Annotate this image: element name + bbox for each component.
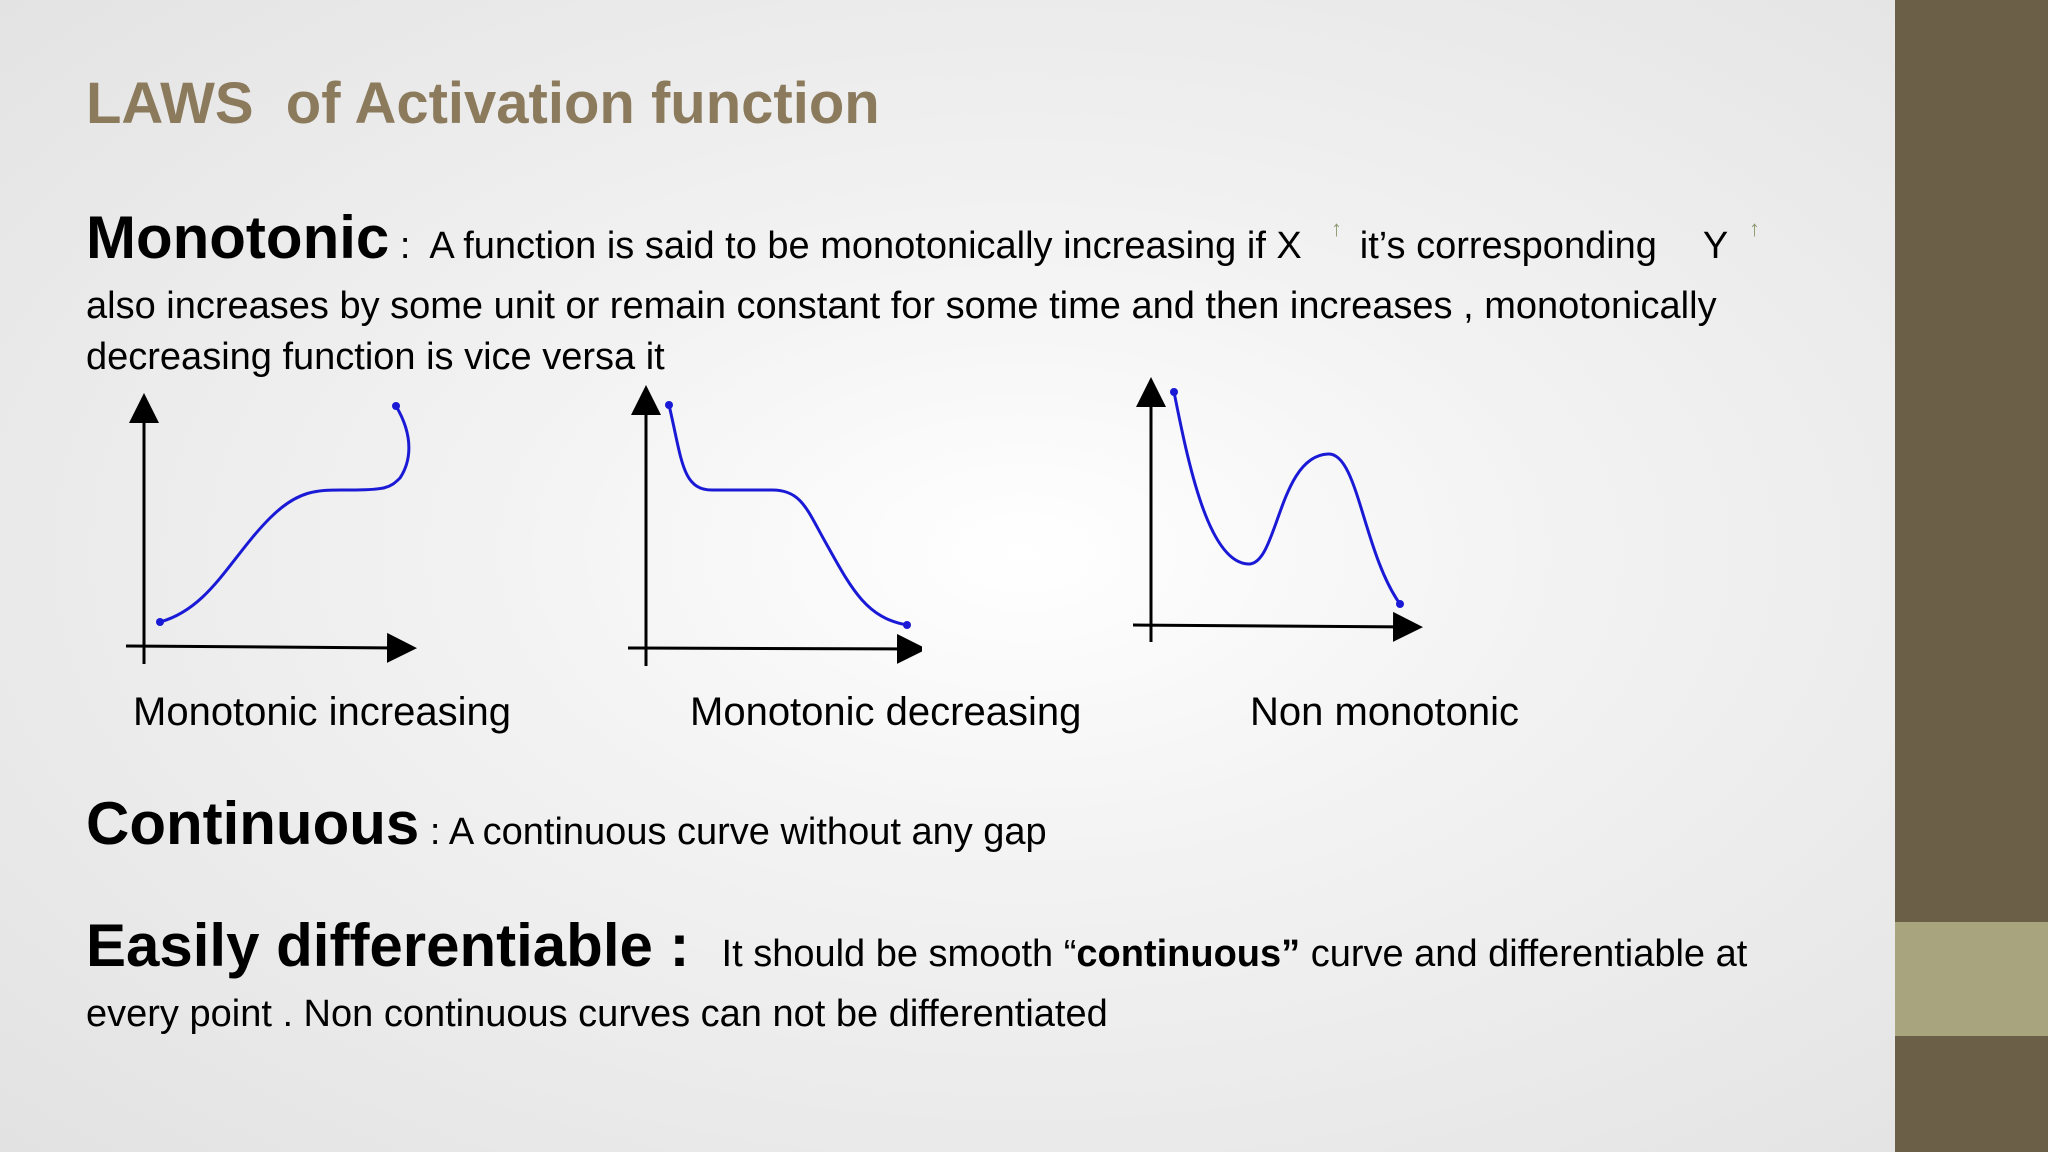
curve-end-point	[392, 402, 400, 410]
differentiable-bold-word: continuous”	[1076, 933, 1301, 975]
curve-end-point	[903, 621, 911, 629]
continuous-term: Continuous	[86, 790, 420, 857]
monotonic-text-b: it’s corresponding	[1359, 225, 1657, 267]
x-axis	[1132, 611, 1423, 642]
differentiable-text-a: It should be smooth “	[721, 933, 1077, 975]
monotonic-text-a: A function is said to be monotonically i…	[429, 225, 1302, 267]
monotonic-line-3: decreasing function is vice versa it	[86, 336, 665, 378]
curve-start-point	[156, 618, 164, 626]
slide-title: LAWS of Activation function	[86, 71, 880, 136]
graph-non-monotonic	[1128, 372, 1428, 652]
differentiable-line-2: every point . Non continuous curves can …	[86, 993, 1108, 1035]
differentiable-text-b: curve and differentiable at	[1300, 933, 1748, 975]
graph-monotonic-decreasing	[622, 380, 922, 670]
differentiable-line-1: Easily differentiable : It should be smoo…	[86, 916, 1748, 980]
curve-start-point	[665, 401, 673, 409]
x-axis	[125, 632, 417, 663]
x-axis	[627, 633, 922, 664]
monotonic-term: Monotonic	[86, 204, 390, 271]
up-arrow-icon: ↑	[1331, 216, 1342, 241]
curve	[1172, 391, 1402, 605]
caption-monotonic-decreasing: Monotonic decreasing	[690, 690, 1082, 734]
monotonic-text-c: Y	[1702, 225, 1729, 267]
monotonic-separator: :	[389, 225, 430, 267]
curve	[667, 404, 908, 627]
monotonic-line-2: also increases by some unit or remain co…	[86, 285, 1717, 327]
curve-start-point	[1170, 388, 1178, 396]
up-arrow-icon: ↑	[1749, 216, 1760, 241]
caption-non-monotonic: Non monotonic	[1250, 690, 1520, 734]
graph-monotonic-increasing	[120, 388, 420, 668]
continuous-desc: : A continuous curve without any gap	[419, 811, 1047, 853]
curve	[159, 405, 411, 624]
differentiable-term: Easily differentiable :	[86, 912, 690, 979]
side-decoration-accent	[1895, 922, 2048, 1036]
monotonic-line-1: Monotonic : A function is said to be mon…	[86, 208, 1729, 272]
caption-monotonic-increasing: Monotonic increasing	[133, 690, 511, 734]
continuous-line: Continuous : A continuous curve without …	[86, 794, 1047, 858]
curve-end-point	[1396, 600, 1404, 608]
